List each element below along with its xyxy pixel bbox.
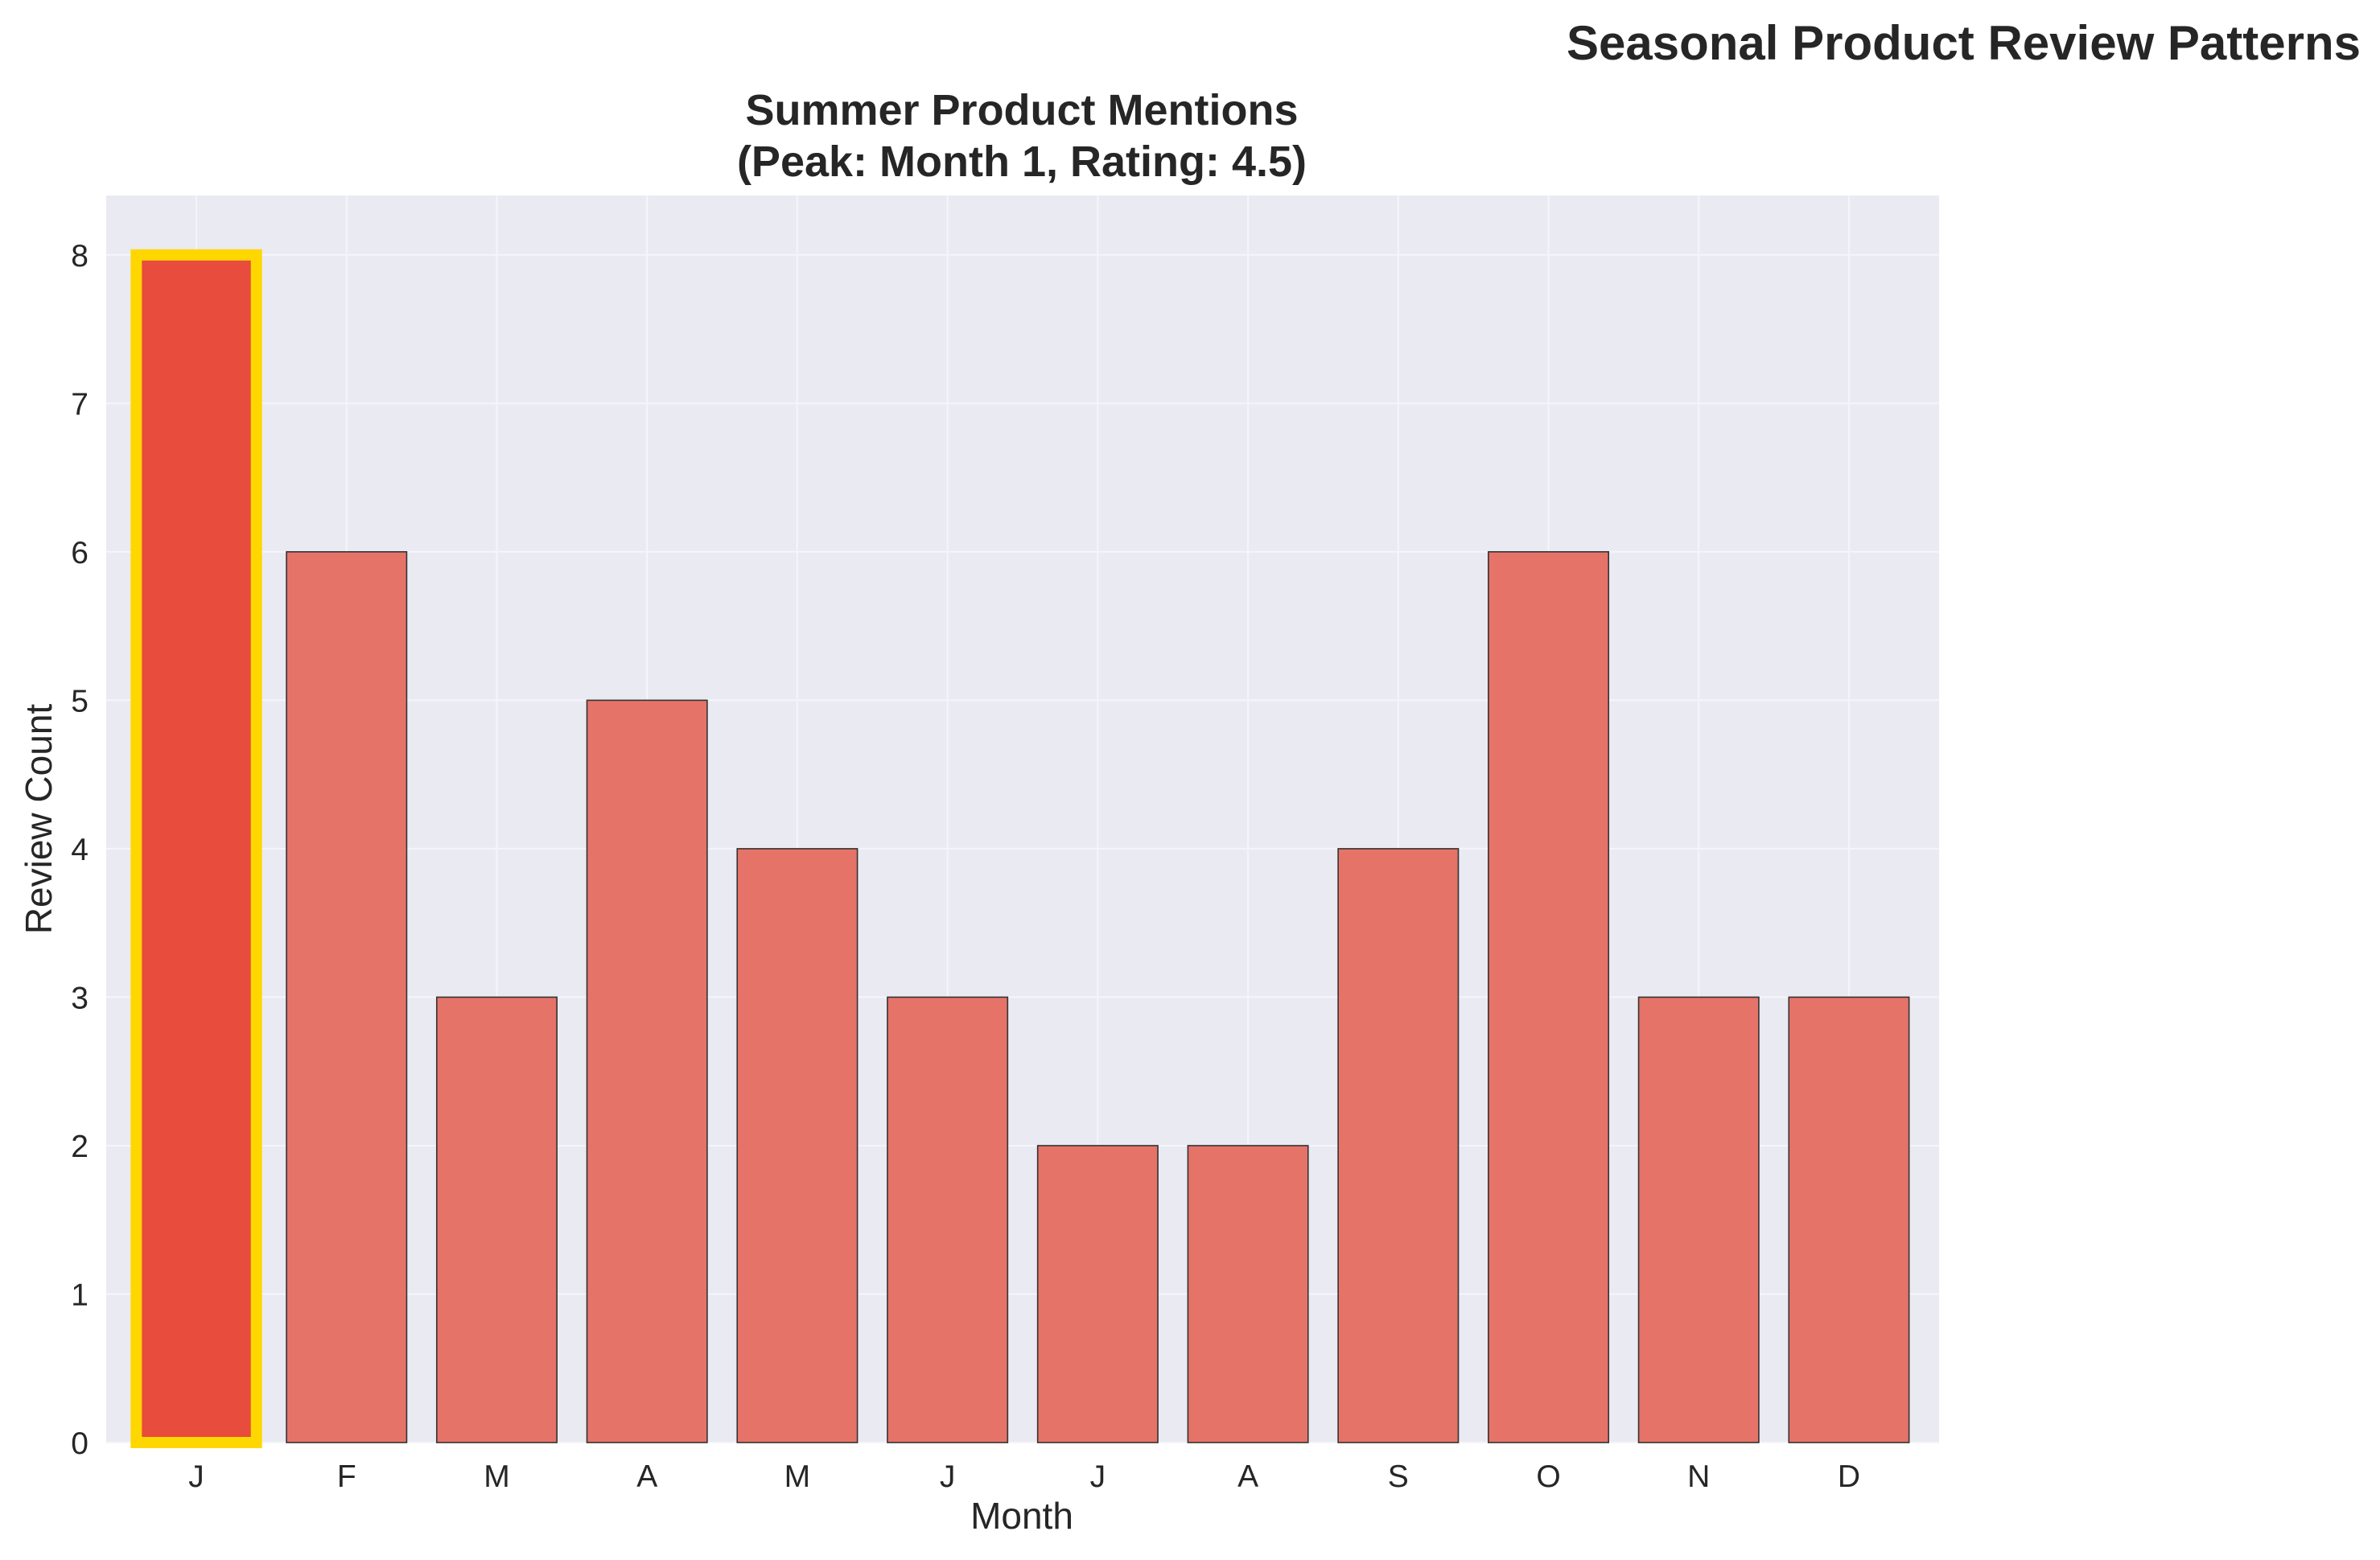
y-tick-label: 3	[71, 981, 89, 1015]
y-tick-labels: 0 1 2 3 4 5 6 7 8	[71, 239, 89, 1461]
y-tick-label: 2	[71, 1130, 89, 1164]
x-tick-label: J	[940, 1459, 956, 1494]
x-tick-label: N	[1687, 1459, 1710, 1494]
x-tick-label: J	[188, 1459, 204, 1494]
chart-title-line2: (Peak: Month 1, Rating: 4.5)	[737, 138, 1307, 186]
x-tick-label: A	[636, 1459, 657, 1494]
bar	[1337, 848, 1460, 1443]
figure-suptitle: Seasonal Product Review Patterns	[1567, 16, 2361, 70]
bar	[1488, 551, 1610, 1443]
bar	[286, 551, 408, 1443]
bar	[1637, 996, 1760, 1443]
y-tick-label: 5	[71, 684, 89, 718]
bar	[1187, 1145, 1309, 1443]
y-tick-label: 1	[71, 1278, 89, 1312]
bar	[1788, 996, 1910, 1443]
bar	[586, 699, 708, 1443]
y-tick-label: 0	[71, 1426, 89, 1461]
bar	[1036, 1145, 1159, 1443]
y-tick-label: 8	[71, 239, 89, 274]
bar-highlight	[130, 249, 262, 1448]
y-axis-label: Review Count	[18, 704, 60, 935]
bar	[435, 996, 558, 1443]
bars-group	[130, 249, 1910, 1448]
x-tick-label: A	[1237, 1459, 1258, 1494]
x-tick-label: S	[1388, 1459, 1409, 1494]
chart-title-line1: Summer Product Mentions	[745, 86, 1298, 134]
x-tick-label: M	[484, 1459, 510, 1494]
x-tick-label: J	[1090, 1459, 1106, 1494]
x-axis-label: Month	[970, 1495, 1073, 1537]
x-tick-label: O	[1536, 1459, 1560, 1494]
y-tick-label: 4	[71, 833, 89, 867]
x-tick-label: M	[784, 1459, 811, 1494]
y-tick-label: 7	[71, 387, 89, 422]
x-tick-label: F	[337, 1459, 356, 1494]
bar	[887, 996, 1009, 1443]
x-tick-label: D	[1838, 1459, 1860, 1494]
y-tick-label: 6	[71, 536, 89, 570]
bar	[736, 848, 859, 1443]
